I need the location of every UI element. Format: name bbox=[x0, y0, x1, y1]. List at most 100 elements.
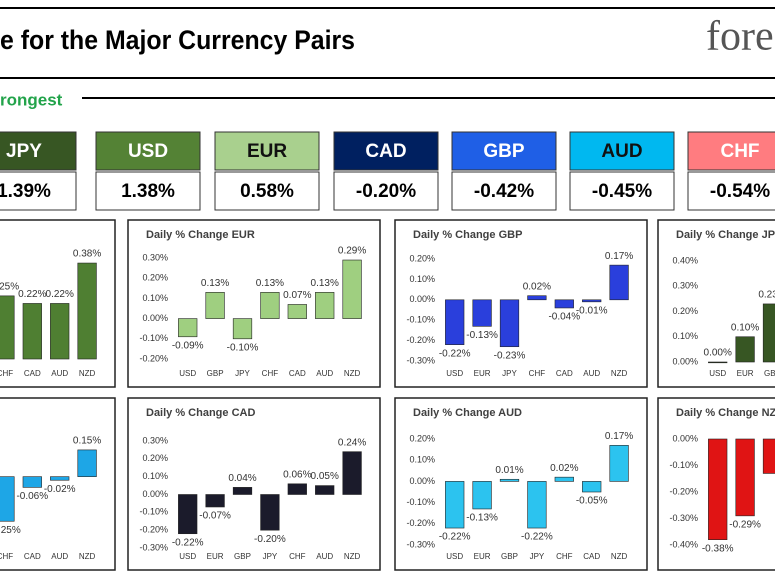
bar bbox=[342, 451, 362, 495]
value-label: -0.22% bbox=[172, 537, 204, 548]
value-label: 0.25% bbox=[0, 282, 19, 293]
bar bbox=[205, 494, 225, 508]
currency-name: JPY bbox=[6, 141, 42, 162]
x-tick-label: CAD bbox=[24, 552, 41, 561]
value-label: 0.13% bbox=[201, 278, 229, 289]
value-box bbox=[333, 171, 439, 211]
value-label: 0.10% bbox=[731, 322, 759, 333]
currency-box bbox=[687, 131, 775, 171]
y-tick-label: 0.00% bbox=[142, 313, 168, 323]
value-label: 0.29% bbox=[338, 246, 366, 257]
x-tick-label: NZD bbox=[344, 552, 361, 561]
value-label: -0.13% bbox=[466, 513, 498, 524]
x-tick-label: USD bbox=[179, 552, 196, 561]
chart-title: Daily % Change AUD bbox=[413, 407, 522, 419]
y-tick-label: 0.00% bbox=[409, 476, 435, 486]
y-tick-label: -0.30% bbox=[406, 355, 435, 365]
currency-name: CAD bbox=[365, 141, 406, 162]
bar bbox=[287, 483, 307, 495]
y-tick-label: 0.10% bbox=[672, 331, 698, 341]
x-tick-label: EUR bbox=[474, 369, 491, 378]
y-tick-label: 0.20% bbox=[672, 306, 698, 316]
currency-name: AUD bbox=[601, 141, 642, 162]
value-box bbox=[0, 171, 77, 211]
currency-value: 1.38% bbox=[121, 181, 175, 202]
value-label: -0.29% bbox=[729, 519, 761, 530]
value-label: 0.24% bbox=[338, 437, 366, 448]
y-tick-label: -0.20% bbox=[669, 486, 698, 496]
x-tick-label: GBP bbox=[234, 552, 251, 561]
x-tick-label: CHF bbox=[0, 369, 13, 378]
currency-box bbox=[0, 131, 77, 171]
value-label: -0.22% bbox=[439, 532, 471, 543]
y-tick-label: 0.00% bbox=[672, 433, 698, 443]
y-tick-label: -0.10% bbox=[139, 507, 168, 517]
currency-box bbox=[214, 131, 320, 171]
x-tick-label: JPY bbox=[235, 369, 250, 378]
bar bbox=[762, 438, 775, 474]
bar bbox=[232, 487, 253, 495]
y-tick-label: 0.20% bbox=[142, 453, 168, 463]
panel bbox=[394, 219, 648, 388]
value-label: 0.04% bbox=[228, 473, 256, 484]
y-tick-label: 0.10% bbox=[142, 471, 168, 481]
value-label: -0.10% bbox=[227, 342, 259, 353]
x-tick-label: CHF bbox=[262, 369, 279, 378]
bar bbox=[554, 299, 574, 309]
bar bbox=[50, 303, 70, 360]
bar bbox=[527, 295, 547, 301]
currency-value: -0.20% bbox=[356, 181, 416, 202]
bar bbox=[232, 318, 253, 340]
currency-name: USD bbox=[128, 141, 168, 162]
value-label: -0.13% bbox=[466, 330, 498, 341]
value-label: -0.05% bbox=[576, 496, 608, 507]
bar bbox=[287, 304, 307, 319]
x-tick-label: EUR bbox=[474, 552, 491, 561]
panel bbox=[0, 397, 116, 571]
x-tick-label: CAD bbox=[24, 369, 41, 378]
value-box bbox=[569, 171, 675, 211]
bar bbox=[178, 494, 198, 535]
x-tick-label: JPY bbox=[502, 369, 517, 378]
value-label: 0.00% bbox=[704, 348, 732, 359]
bar bbox=[0, 295, 15, 360]
bar bbox=[708, 438, 728, 540]
currency-name: EUR bbox=[247, 141, 287, 162]
y-tick-label: 0.40% bbox=[672, 255, 698, 265]
y-tick-label: -0.10% bbox=[406, 315, 435, 325]
x-tick-label: JPY bbox=[263, 552, 278, 561]
bar bbox=[708, 361, 728, 364]
bar bbox=[205, 292, 225, 319]
header-title: e for the Major Currency Pairs bbox=[0, 25, 355, 55]
x-tick-label: GBP bbox=[764, 369, 775, 378]
bar bbox=[554, 476, 574, 482]
logo: fore bbox=[706, 14, 774, 60]
x-tick-label: NZD bbox=[79, 369, 96, 378]
bar bbox=[609, 445, 629, 482]
x-tick-label: NZD bbox=[344, 369, 361, 378]
x-tick-label: CAD bbox=[583, 552, 600, 561]
x-tick-label: AUD bbox=[51, 369, 68, 378]
value-label: -0.38% bbox=[702, 543, 734, 554]
currency-box bbox=[95, 131, 201, 171]
bar bbox=[499, 478, 520, 482]
value-label: -0.22% bbox=[521, 532, 553, 543]
x-tick-label: CAD bbox=[289, 369, 306, 378]
x-tick-label: NZD bbox=[611, 369, 628, 378]
value-label: 0.17% bbox=[605, 251, 633, 262]
y-tick-label: -0.10% bbox=[669, 460, 698, 470]
y-tick-label: 0.10% bbox=[409, 455, 435, 465]
x-tick-label: USD bbox=[179, 369, 196, 378]
value-label: 0.01% bbox=[495, 465, 523, 476]
y-tick-label: -0.30% bbox=[669, 513, 698, 523]
y-tick-label: 0.20% bbox=[142, 273, 168, 283]
currency-value: -0.54% bbox=[710, 181, 770, 202]
bar bbox=[178, 318, 198, 338]
x-tick-label: CHF bbox=[0, 552, 13, 561]
value-box bbox=[214, 171, 320, 211]
value-label: 0.13% bbox=[256, 278, 284, 289]
value-label: -0.23% bbox=[494, 350, 526, 361]
value-box bbox=[95, 171, 201, 211]
bar bbox=[735, 438, 755, 517]
